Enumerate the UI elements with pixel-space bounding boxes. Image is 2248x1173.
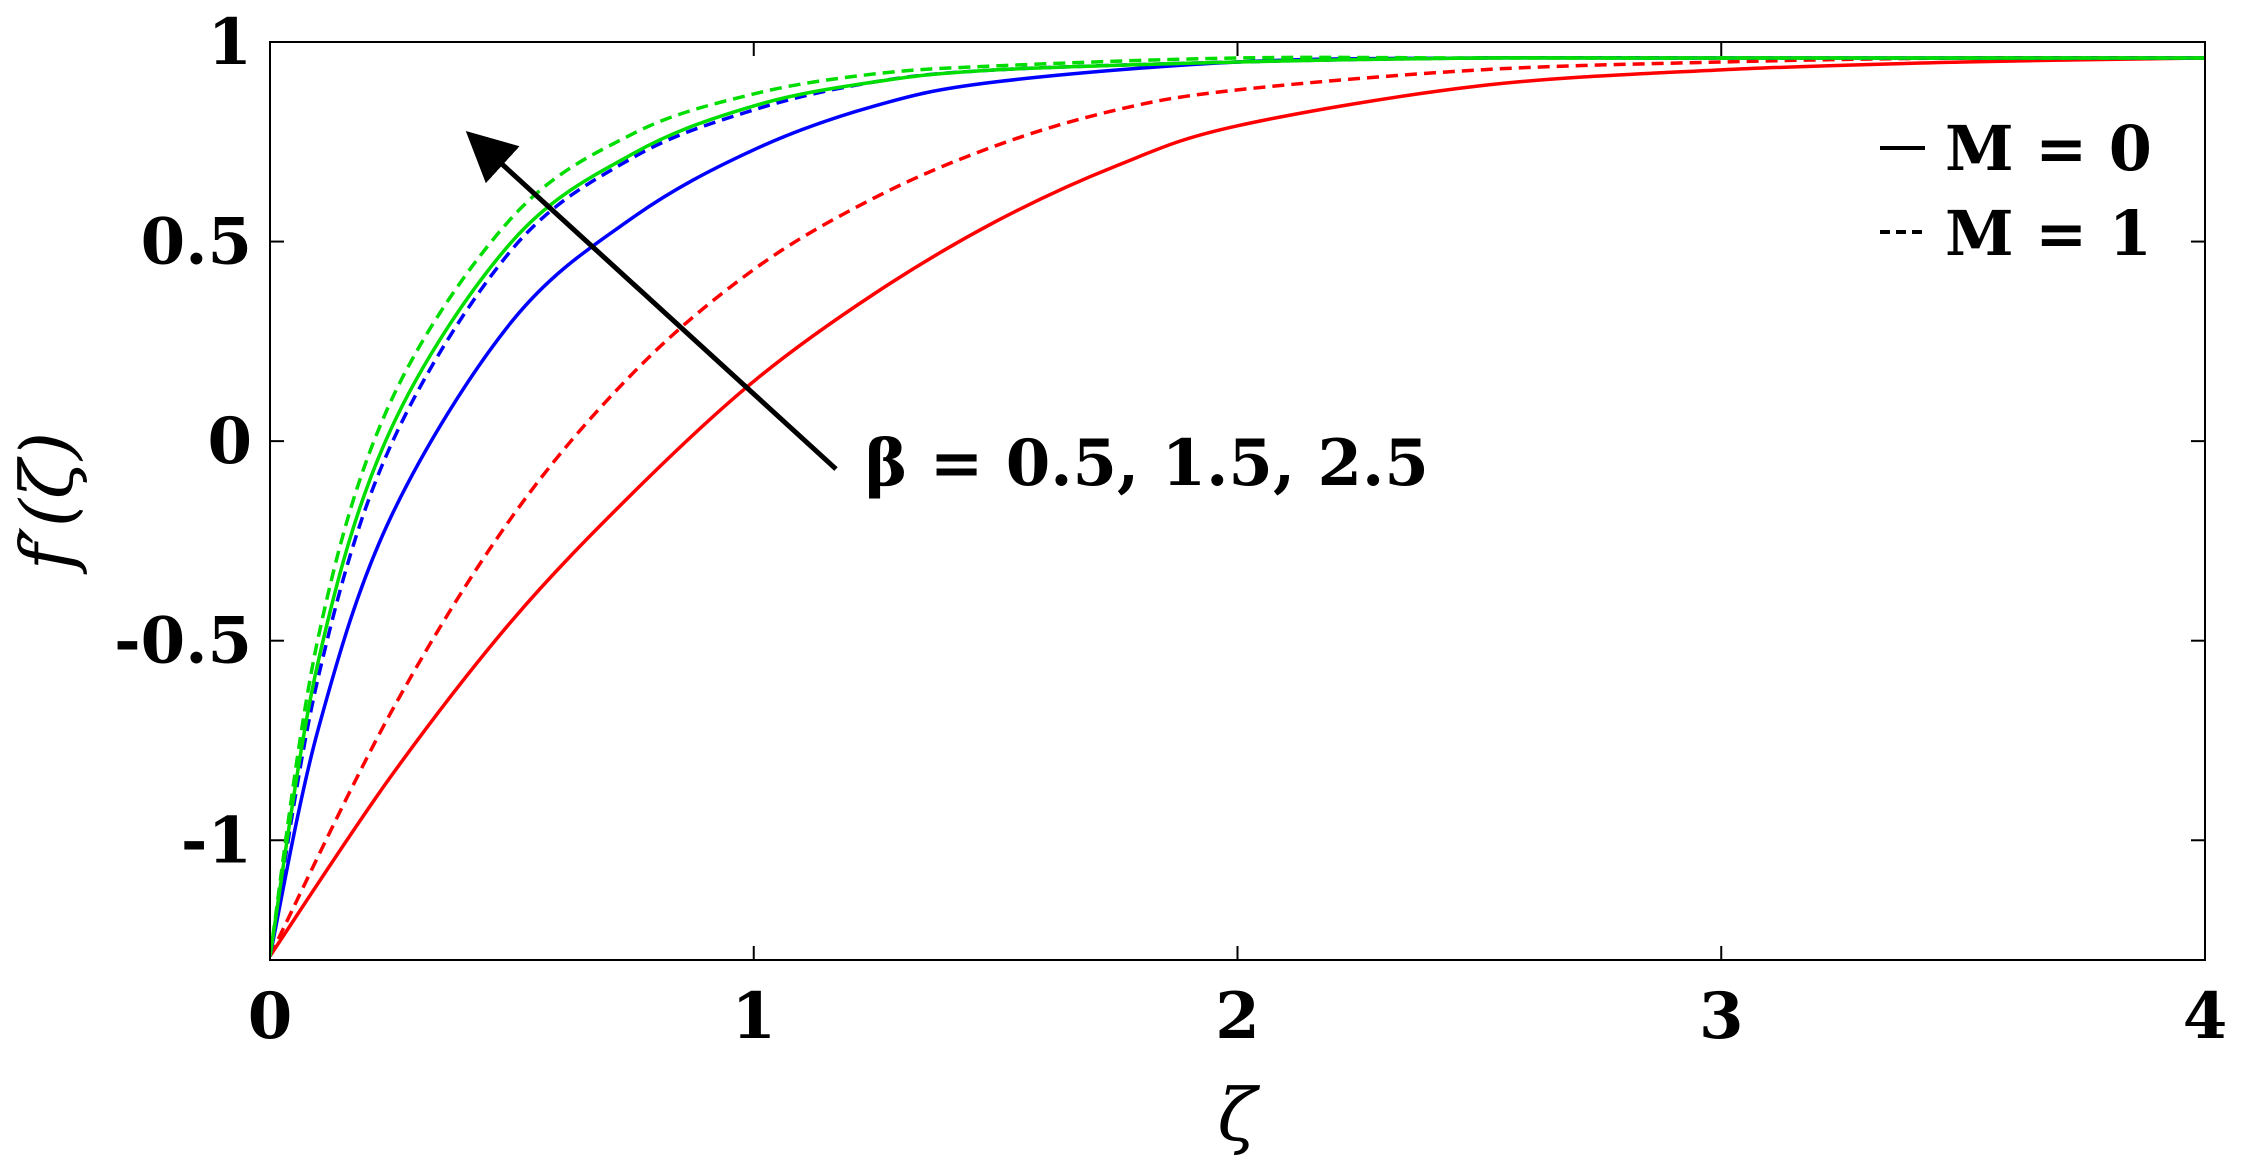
y-tick-label: -1 — [181, 803, 252, 878]
tick-layer: 0 1 2 3 4 -1 -0.5 0 0.5 1 — [114, 5, 2227, 1054]
series-line-beta-1-5-m-0 — [270, 55, 2205, 957]
x-tick-label: 1 — [731, 979, 776, 1054]
legend: M = 0 M = 1 — [1880, 112, 2152, 270]
y-tick-label: 0 — [207, 404, 252, 479]
x-axis-label: ζ — [1217, 1073, 1260, 1157]
x-tick-label: 0 — [248, 979, 293, 1054]
series-line-beta-1-5-m-1 — [270, 55, 2205, 957]
x-tick-label: 3 — [1699, 979, 1744, 1054]
legend-entry-label: M = 0 — [1945, 112, 2152, 185]
series-line-beta-2-5-m-0 — [270, 55, 2205, 957]
annotation-label: β = 0.5, 1.5, 2.5 — [865, 426, 1429, 501]
legend-entry-label: M = 1 — [1945, 197, 2152, 270]
x-tick-label: 2 — [1215, 979, 1260, 1054]
x-tick-label: 4 — [2183, 979, 2228, 1054]
series-line-beta-2-5-m-1 — [270, 55, 2205, 957]
series-layer — [270, 55, 2205, 957]
series-line-beta-0-5-m-1 — [270, 55, 2205, 957]
y-tick-label: 1 — [207, 5, 252, 80]
y-tick-label: 0.5 — [141, 205, 252, 280]
annotation-group: β = 0.5, 1.5, 2.5 — [465, 131, 1429, 501]
series-line-beta-0-5-m-0 — [270, 56, 2205, 957]
annotation-arrow — [465, 131, 838, 471]
y-axis-label: f′(ζ) — [5, 432, 89, 575]
y-tick-label: -0.5 — [114, 604, 252, 679]
plot-frame — [269, 41, 2206, 961]
